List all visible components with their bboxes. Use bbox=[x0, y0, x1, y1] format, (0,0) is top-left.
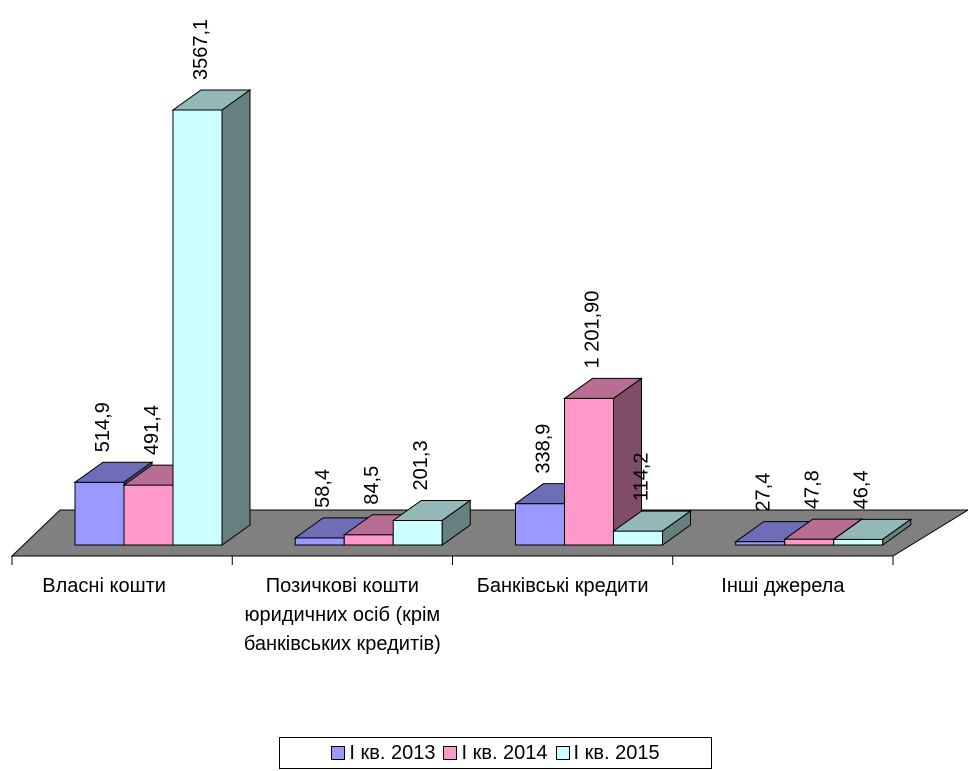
data-label: 114,2 bbox=[630, 452, 652, 501]
bar-front bbox=[564, 397, 614, 546]
data-label: 338,9 bbox=[532, 424, 554, 474]
legend: I кв. 2013 I кв. 2014 I кв. 2015 bbox=[279, 737, 712, 769]
bar-front bbox=[294, 537, 345, 546]
data-label: 27,4 bbox=[753, 473, 775, 512]
legend-label: I кв. 2015 bbox=[573, 741, 660, 764]
legend-item: I кв. 2015 bbox=[555, 741, 660, 765]
legend-item: I кв. 2013 bbox=[331, 742, 435, 765]
legend-label: I кв. 2013 bbox=[349, 741, 436, 764]
bar-side bbox=[441, 499, 471, 546]
data-label: 491,4 bbox=[141, 405, 163, 455]
x-tick-label: Інші джерела bbox=[721, 575, 845, 597]
data-label: 84,5 bbox=[361, 466, 383, 505]
x-tick-label: Позичкові кошти юридичних осіб (крім бан… bbox=[243, 575, 441, 655]
data-label: 201,3 bbox=[410, 440, 432, 490]
bar-front bbox=[784, 538, 835, 546]
bar-front bbox=[392, 519, 443, 546]
data-label: 1 201,90 bbox=[581, 291, 603, 369]
data-label: 46,4 bbox=[851, 470, 873, 509]
bar-front bbox=[833, 538, 884, 546]
data-label: 47,8 bbox=[802, 470, 824, 509]
x-tick-label: Банківські кредити bbox=[476, 575, 649, 597]
legend-label: I кв. 2014 bbox=[461, 741, 548, 764]
bar-front bbox=[343, 534, 394, 546]
legend-swatch bbox=[331, 746, 346, 760]
bar-side bbox=[662, 510, 691, 546]
legend-swatch bbox=[443, 746, 458, 760]
bar-front bbox=[74, 481, 125, 546]
bar-front bbox=[515, 503, 565, 546]
legend-item: I кв. 2014 bbox=[443, 741, 548, 765]
bar-side bbox=[221, 89, 251, 546]
legend-swatch bbox=[555, 746, 570, 760]
bar-front bbox=[172, 109, 223, 546]
data-label: 3567,1 bbox=[190, 19, 212, 80]
bar-front bbox=[613, 530, 663, 546]
bar-front bbox=[735, 541, 786, 546]
x-tick-label: Власні кошти bbox=[42, 575, 166, 597]
data-label: 514,9 bbox=[92, 402, 114, 452]
data-label: 58,4 bbox=[312, 469, 334, 508]
bar-front bbox=[123, 484, 174, 546]
bar-side bbox=[882, 518, 912, 546]
